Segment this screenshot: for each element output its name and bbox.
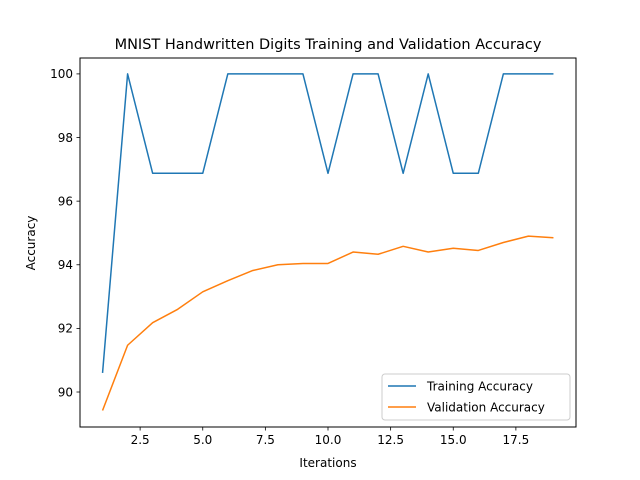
x-tick-label: 7.5 — [256, 433, 275, 447]
y-tick-label: 100 — [50, 67, 73, 81]
y-tick-label: 98 — [58, 131, 73, 145]
y-axis-ticks: 90 92 94 96 98 100 — [50, 67, 80, 399]
x-tick-label: 17.5 — [503, 433, 530, 447]
series-line-1 — [101, 73, 554, 373]
x-tick-label: 15.0 — [440, 433, 467, 447]
x-tick-label: 2.5 — [131, 433, 150, 447]
y-tick-label: 94 — [58, 258, 73, 272]
x-axis-label: Iterations — [299, 456, 356, 470]
x-tick-label: 10.0 — [315, 433, 342, 447]
series-line-2 — [101, 235, 554, 411]
y-tick-label: 96 — [58, 194, 73, 208]
legend: Training Accuracy Validation Accuracy — [381, 373, 571, 421]
chart-title: MNIST Handwritten Digits Training and Va… — [115, 37, 542, 53]
series-layer — [101, 73, 554, 411]
legend-label-2: Validation Accuracy — [427, 400, 545, 414]
y-tick-label: 90 — [58, 385, 73, 399]
y-axis-label: Accuracy — [24, 216, 38, 271]
x-tick-label: 12.5 — [377, 433, 404, 447]
x-tick-label: 5.0 — [193, 433, 212, 447]
y-tick-label: 92 — [58, 322, 73, 336]
legend-label-1: Training Accuracy — [426, 379, 533, 393]
legend-box — [381, 373, 571, 421]
x-axis-ticks: 2.5 5.0 7.5 10.0 12.5 15.0 17.5 — [131, 427, 530, 447]
